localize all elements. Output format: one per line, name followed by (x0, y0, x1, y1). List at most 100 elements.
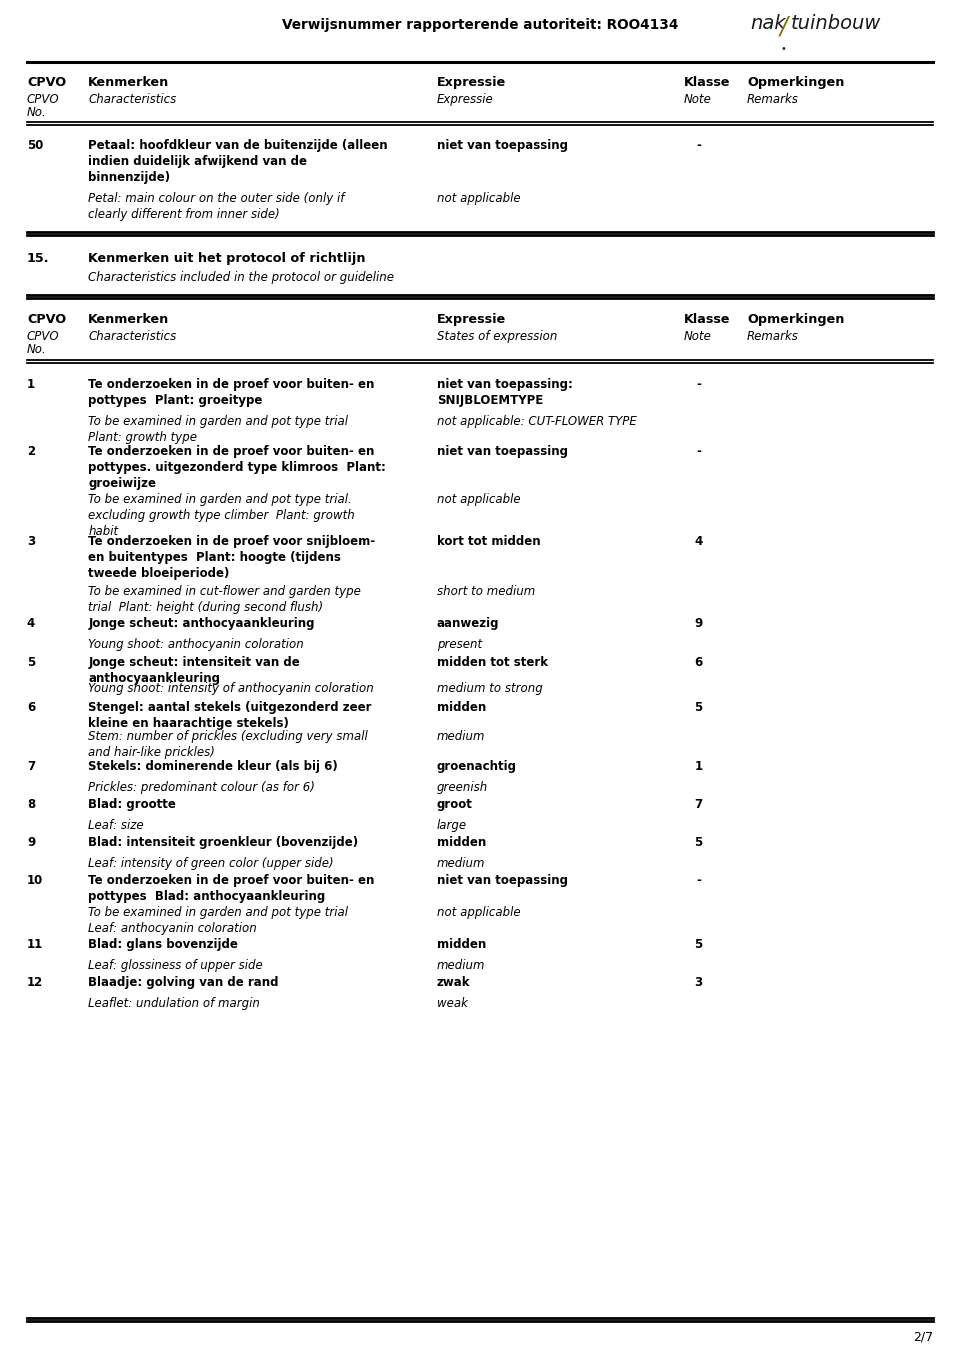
Text: Young shoot: anthocyanin coloration: Young shoot: anthocyanin coloration (88, 638, 304, 651)
Text: Leaflet: undulation of margin: Leaflet: undulation of margin (88, 998, 260, 1010)
Text: Kenmerken: Kenmerken (88, 75, 170, 89)
Text: medium: medium (437, 958, 486, 972)
Text: 4: 4 (27, 617, 36, 630)
Text: not applicable: not applicable (437, 493, 520, 506)
Text: 6: 6 (694, 656, 703, 669)
Text: midden: midden (437, 938, 486, 950)
Text: Stekels: dominerende kleur (als bij 6): Stekels: dominerende kleur (als bij 6) (88, 760, 338, 772)
Text: Leaf: glossiness of upper side: Leaf: glossiness of upper side (88, 958, 263, 972)
Text: CPVO: CPVO (27, 330, 60, 342)
Text: CPVO: CPVO (27, 93, 60, 106)
Text: Expressie: Expressie (437, 313, 506, 326)
Text: -: - (696, 874, 701, 887)
Text: Characteristics included in the protocol or guideline: Characteristics included in the protocol… (88, 271, 395, 284)
Text: 5: 5 (694, 938, 703, 950)
Text: weak: weak (437, 998, 468, 1010)
Text: greenish: greenish (437, 780, 488, 794)
Text: short to medium: short to medium (437, 585, 535, 599)
Text: 8: 8 (27, 798, 36, 811)
Text: 5: 5 (27, 656, 36, 669)
Text: States of expression: States of expression (437, 330, 557, 342)
Text: Jonge scheut: intensiteit van de
anthocyaankleuring: Jonge scheut: intensiteit van de anthocy… (88, 656, 300, 685)
Text: 1: 1 (27, 377, 35, 391)
Text: -: - (696, 445, 701, 458)
Text: Stengel: aantal stekels (uitgezonderd zeer
kleine en haarachtige stekels): Stengel: aantal stekels (uitgezonderd ze… (88, 701, 372, 731)
Text: Te onderzoeken in de proef voor buiten- en
pottypes. uitgezonderd type klimroos : Te onderzoeken in de proef voor buiten- … (88, 445, 386, 491)
Text: -: - (696, 377, 701, 391)
Text: Verwijsnummer rapporterende autoriteit: ROO4134: Verwijsnummer rapporterende autoriteit: … (282, 18, 678, 32)
Text: niet van toepassing: niet van toepassing (437, 445, 567, 458)
Text: 2/7: 2/7 (913, 1330, 933, 1343)
Text: •: • (780, 44, 786, 54)
Text: 5: 5 (694, 836, 703, 849)
Text: niet van toepassing: niet van toepassing (437, 874, 567, 887)
Text: Te onderzoeken in de proef voor snijbloem-
en buitentypes  Plant: hoogte (tijden: Te onderzoeken in de proef voor snijbloe… (88, 535, 375, 580)
Text: Petal: main colour on the outer side (only if
clearly different from inner side): Petal: main colour on the outer side (on… (88, 191, 345, 221)
Text: Young shoot: intensity of anthocyanin coloration: Young shoot: intensity of anthocyanin co… (88, 682, 374, 696)
Text: 12: 12 (27, 976, 43, 989)
Text: Opmerkingen: Opmerkingen (747, 313, 844, 326)
Text: To be examined in garden and pot type trial
Plant: growth type: To be examined in garden and pot type tr… (88, 415, 348, 443)
Text: niet van toepassing: niet van toepassing (437, 139, 567, 152)
Text: midden: midden (437, 836, 486, 849)
Text: Expressie: Expressie (437, 75, 506, 89)
Text: 9: 9 (27, 836, 36, 849)
Text: To be examined in cut-flower and garden type
trial  Plant: height (during second: To be examined in cut-flower and garden … (88, 585, 361, 613)
Text: CPVO: CPVO (27, 75, 66, 89)
Text: No.: No. (27, 342, 47, 356)
Text: Leaf: size: Leaf: size (88, 820, 144, 832)
Text: 2: 2 (27, 445, 35, 458)
Text: Expressie: Expressie (437, 93, 493, 106)
Text: Blaadje: golving van de rand: Blaadje: golving van de rand (88, 976, 278, 989)
Text: Jonge scheut: anthocyaankleuring: Jonge scheut: anthocyaankleuring (88, 617, 315, 630)
Text: 50: 50 (27, 139, 43, 152)
Text: Opmerkingen: Opmerkingen (747, 75, 844, 89)
Text: tuinbouw: tuinbouw (791, 13, 881, 32)
Text: Petaal: hoofdkleur van de buitenzijde (alleen
indien duidelijk afwijkend van de
: Petaal: hoofdkleur van de buitenzijde (a… (88, 139, 388, 183)
Text: -: - (696, 139, 701, 152)
Text: 7: 7 (27, 760, 35, 772)
Text: 10: 10 (27, 874, 43, 887)
Text: Blad: glans bovenzijde: Blad: glans bovenzijde (88, 938, 238, 950)
Text: medium: medium (437, 857, 486, 869)
Text: 11: 11 (27, 938, 43, 950)
Text: 4: 4 (694, 535, 703, 549)
Text: Kenmerken: Kenmerken (88, 313, 170, 326)
Text: present: present (437, 638, 482, 651)
Text: groot: groot (437, 798, 472, 811)
Text: Remarks: Remarks (747, 330, 799, 342)
Text: Te onderzoeken in de proef voor buiten- en
pottypes  Plant: groeitype: Te onderzoeken in de proef voor buiten- … (88, 377, 374, 407)
Text: large: large (437, 820, 467, 832)
Text: To be examined in garden and pot type trial
Leaf: anthocyanin coloration: To be examined in garden and pot type tr… (88, 906, 348, 936)
Text: Klasse: Klasse (684, 313, 730, 326)
Text: niet van toepassing:
SNIJBLOEMTYPE: niet van toepassing: SNIJBLOEMTYPE (437, 377, 573, 407)
Text: nak: nak (750, 13, 785, 32)
Text: Note: Note (684, 93, 711, 106)
Text: groenachtig: groenachtig (437, 760, 516, 772)
Text: 3: 3 (694, 976, 703, 989)
Text: 7: 7 (694, 798, 703, 811)
Text: Blad: grootte: Blad: grootte (88, 798, 177, 811)
Text: Prickles: predominant colour (as for 6): Prickles: predominant colour (as for 6) (88, 780, 315, 794)
Text: zwak: zwak (437, 976, 470, 989)
Text: Te onderzoeken in de proef voor buiten- en
pottypes  Blad: anthocyaankleuring: Te onderzoeken in de proef voor buiten- … (88, 874, 374, 903)
Text: No.: No. (27, 106, 47, 119)
Text: not applicable: not applicable (437, 906, 520, 919)
Text: kort tot midden: kort tot midden (437, 535, 540, 549)
Text: 15.: 15. (27, 252, 49, 266)
Text: CPVO: CPVO (27, 313, 66, 326)
Text: Stem: number of prickles (excluding very small
and hair-like prickles): Stem: number of prickles (excluding very… (88, 731, 368, 759)
Text: /: / (780, 13, 788, 38)
Text: Klasse: Klasse (684, 75, 730, 89)
Text: Remarks: Remarks (747, 93, 799, 106)
Text: Blad: intensiteit groenkleur (bovenzijde): Blad: intensiteit groenkleur (bovenzijde… (88, 836, 358, 849)
Text: midden tot sterk: midden tot sterk (437, 656, 548, 669)
Text: not applicable: not applicable (437, 191, 520, 205)
Text: Characteristics: Characteristics (88, 93, 177, 106)
Text: Note: Note (684, 330, 711, 342)
Text: not applicable: CUT-FLOWER TYPE: not applicable: CUT-FLOWER TYPE (437, 415, 636, 429)
Text: medium to strong: medium to strong (437, 682, 542, 696)
Text: aanwezig: aanwezig (437, 617, 499, 630)
Text: Leaf: intensity of green color (upper side): Leaf: intensity of green color (upper si… (88, 857, 334, 869)
Text: Characteristics: Characteristics (88, 330, 177, 342)
